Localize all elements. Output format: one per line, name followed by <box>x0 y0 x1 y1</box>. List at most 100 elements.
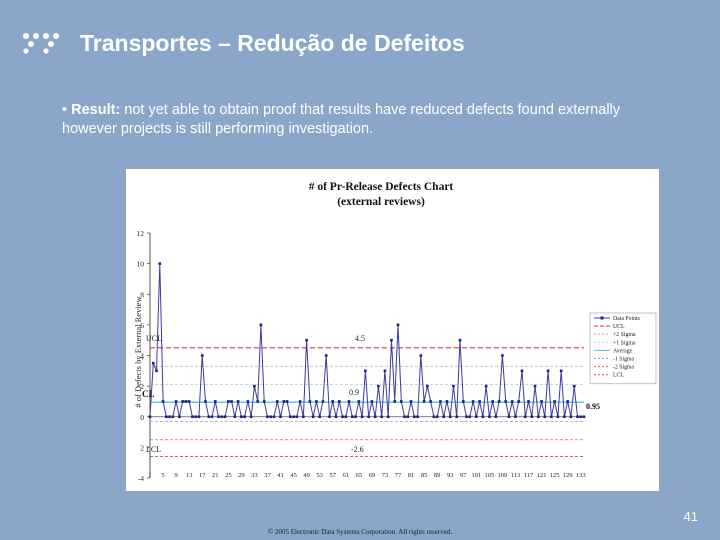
x-tick-label: 65 <box>356 472 363 479</box>
x-tick-label: 117 <box>524 472 534 479</box>
data-point <box>207 415 211 419</box>
data-point <box>559 369 563 373</box>
x-tick-label: 73 <box>382 472 389 479</box>
ucl-value: 4.5 <box>355 334 365 343</box>
data-point <box>217 415 220 419</box>
data-point <box>295 415 299 419</box>
x-tick-label: 33 <box>251 472 258 479</box>
data-point <box>553 400 556 403</box>
lcl-label: LCL <box>146 445 161 454</box>
x-tick-label: 121 <box>537 472 547 479</box>
data-point <box>266 415 269 419</box>
data-point <box>488 415 491 419</box>
data-point <box>171 415 175 419</box>
data-point <box>413 415 416 419</box>
data-point <box>383 369 387 373</box>
x-tick-label: 53 <box>316 472 323 479</box>
x-tick-label: 89 <box>434 472 441 479</box>
x-tick-label: 5 <box>161 472 164 479</box>
data-point <box>572 384 576 388</box>
data-point <box>478 400 481 403</box>
data-point <box>556 415 560 419</box>
data-point <box>523 415 527 419</box>
data-point <box>161 400 165 403</box>
data-point <box>279 415 282 419</box>
data-point <box>422 400 426 403</box>
data-point <box>409 400 413 403</box>
data-point <box>455 415 459 419</box>
cl-label: CL <box>142 389 155 399</box>
data-point <box>324 354 328 357</box>
data-point <box>442 415 445 419</box>
data-point <box>471 400 475 403</box>
data-point <box>481 415 485 419</box>
y-tick-label: 12 <box>137 229 145 238</box>
data-point <box>243 415 246 419</box>
data-point <box>497 400 501 403</box>
data-point <box>272 415 276 419</box>
legend-entry: +1 Sigma <box>613 340 636 346</box>
legend-entry: UCL <box>613 324 625 330</box>
x-tick-label: 21 <box>212 472 219 479</box>
data-point <box>321 400 325 403</box>
data-point <box>187 400 191 403</box>
legend-entry: -2 Sigma <box>613 365 635 371</box>
data-point <box>269 415 273 419</box>
data-point <box>347 400 351 403</box>
ucl-label: UCL <box>146 334 162 343</box>
data-point <box>275 400 279 403</box>
data-point <box>582 415 586 419</box>
legend-marker <box>600 316 604 320</box>
data-point <box>168 415 171 419</box>
result-label: Result: <box>71 102 121 118</box>
data-points-line <box>149 263 584 418</box>
data-point <box>184 400 188 403</box>
data-point <box>494 415 498 419</box>
data-point <box>406 415 410 419</box>
x-tick-label: 81 <box>408 472 415 479</box>
legend-entry: -1 Sigma <box>613 357 635 363</box>
legend-entry: Data Points <box>613 316 641 322</box>
data-point <box>204 400 207 403</box>
x-tick-label: 77 <box>395 472 402 479</box>
x-tick-label: 29 <box>238 472 245 479</box>
y-axis-label: # of Defects by External Review <box>133 296 143 408</box>
data-point <box>461 400 465 403</box>
data-point <box>377 384 380 388</box>
legend-entry: +2 Sigma <box>613 332 636 338</box>
x-tick-label: 37 <box>264 472 271 479</box>
data-point <box>181 400 184 403</box>
data-point <box>386 415 390 419</box>
data-point <box>240 415 243 419</box>
data-point <box>210 415 214 419</box>
data-point <box>419 354 423 357</box>
avg-value: 0.95 <box>586 402 600 411</box>
data-point <box>331 400 335 403</box>
y-tick-label: 4 <box>140 352 144 361</box>
data-point <box>298 400 302 403</box>
data-point <box>373 415 377 419</box>
data-point <box>253 384 256 388</box>
data-point <box>530 415 534 419</box>
x-tick-label: 93 <box>447 472 454 479</box>
data-point <box>432 415 436 419</box>
data-point <box>262 400 266 403</box>
data-point <box>282 400 286 403</box>
data-point <box>507 415 511 419</box>
data-point <box>403 415 406 419</box>
x-tick-label: 129 <box>563 472 573 479</box>
data-point <box>517 400 521 403</box>
data-point <box>328 415 331 419</box>
x-tick-label: 133 <box>576 472 586 479</box>
data-point <box>393 400 397 403</box>
x-tick-label: 45 <box>290 472 297 479</box>
chart-legend: Data Points UCL +2 Sigma +1 Sigma Average -1 … <box>589 312 657 385</box>
data-point <box>351 415 354 419</box>
y-tick-label: -4 <box>138 474 144 483</box>
x-tick-label: 25 <box>225 472 232 479</box>
chart-title-line1: # of Pr-Release Defects Chart <box>309 181 454 193</box>
data-point <box>448 415 452 419</box>
data-point <box>563 415 566 419</box>
x-tick-label: 85 <box>421 472 428 479</box>
chart-title-line2: (external reviews) <box>337 196 425 208</box>
